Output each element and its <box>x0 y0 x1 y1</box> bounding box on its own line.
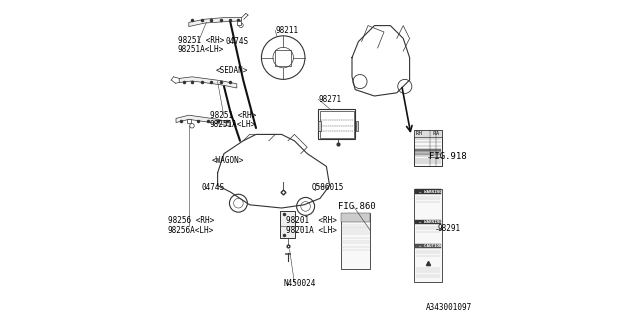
Text: 0474S: 0474S <box>226 37 249 46</box>
Text: <SEDAN>: <SEDAN> <box>216 66 248 75</box>
Bar <box>342 213 370 222</box>
Text: Q586015: Q586015 <box>312 183 344 192</box>
Text: RH    RA: RH RA <box>417 131 439 136</box>
Bar <box>415 151 441 155</box>
Text: 98251A<LH>: 98251A<LH> <box>178 45 224 54</box>
Text: ⚠ WARNING: ⚠ WARNING <box>419 220 442 224</box>
Text: N450024: N450024 <box>283 279 316 288</box>
Text: ⚠ WARNING: ⚠ WARNING <box>419 190 442 194</box>
Text: ⚠ CAUTION: ⚠ CAUTION <box>419 244 442 248</box>
Text: <WAGON>: <WAGON> <box>211 156 244 164</box>
Bar <box>415 130 442 166</box>
Text: 98211: 98211 <box>275 26 298 35</box>
Bar <box>275 50 291 66</box>
Bar <box>319 109 355 139</box>
Polygon shape <box>189 18 242 27</box>
Text: A343001097: A343001097 <box>426 303 472 312</box>
Polygon shape <box>176 115 230 126</box>
Bar <box>415 220 441 224</box>
Bar <box>415 244 441 248</box>
Text: 0474S: 0474S <box>202 183 225 192</box>
Text: 98291: 98291 <box>438 224 461 233</box>
Text: 98201  <RH>: 98201 <RH> <box>287 216 337 225</box>
Bar <box>320 111 354 138</box>
Bar <box>415 189 442 282</box>
Text: 98251A<LH>: 98251A<LH> <box>210 120 256 129</box>
Bar <box>415 130 442 137</box>
Text: 98256 <RH>: 98256 <RH> <box>168 216 214 225</box>
Text: FIG.918: FIG.918 <box>429 152 467 161</box>
Bar <box>319 121 321 131</box>
Bar <box>280 211 296 238</box>
Text: FIG.860: FIG.860 <box>338 202 375 211</box>
Polygon shape <box>179 77 237 88</box>
Text: 98256A<LH>: 98256A<LH> <box>168 226 214 235</box>
Bar <box>340 213 370 269</box>
Bar <box>356 121 358 131</box>
Text: 98251 <RH>: 98251 <RH> <box>178 36 224 44</box>
Bar <box>415 149 441 151</box>
Text: 98251 <RH>: 98251 <RH> <box>210 111 256 120</box>
Bar <box>415 189 441 194</box>
Text: 98271: 98271 <box>319 95 342 104</box>
Text: 98201A <LH>: 98201A <LH> <box>287 226 337 235</box>
